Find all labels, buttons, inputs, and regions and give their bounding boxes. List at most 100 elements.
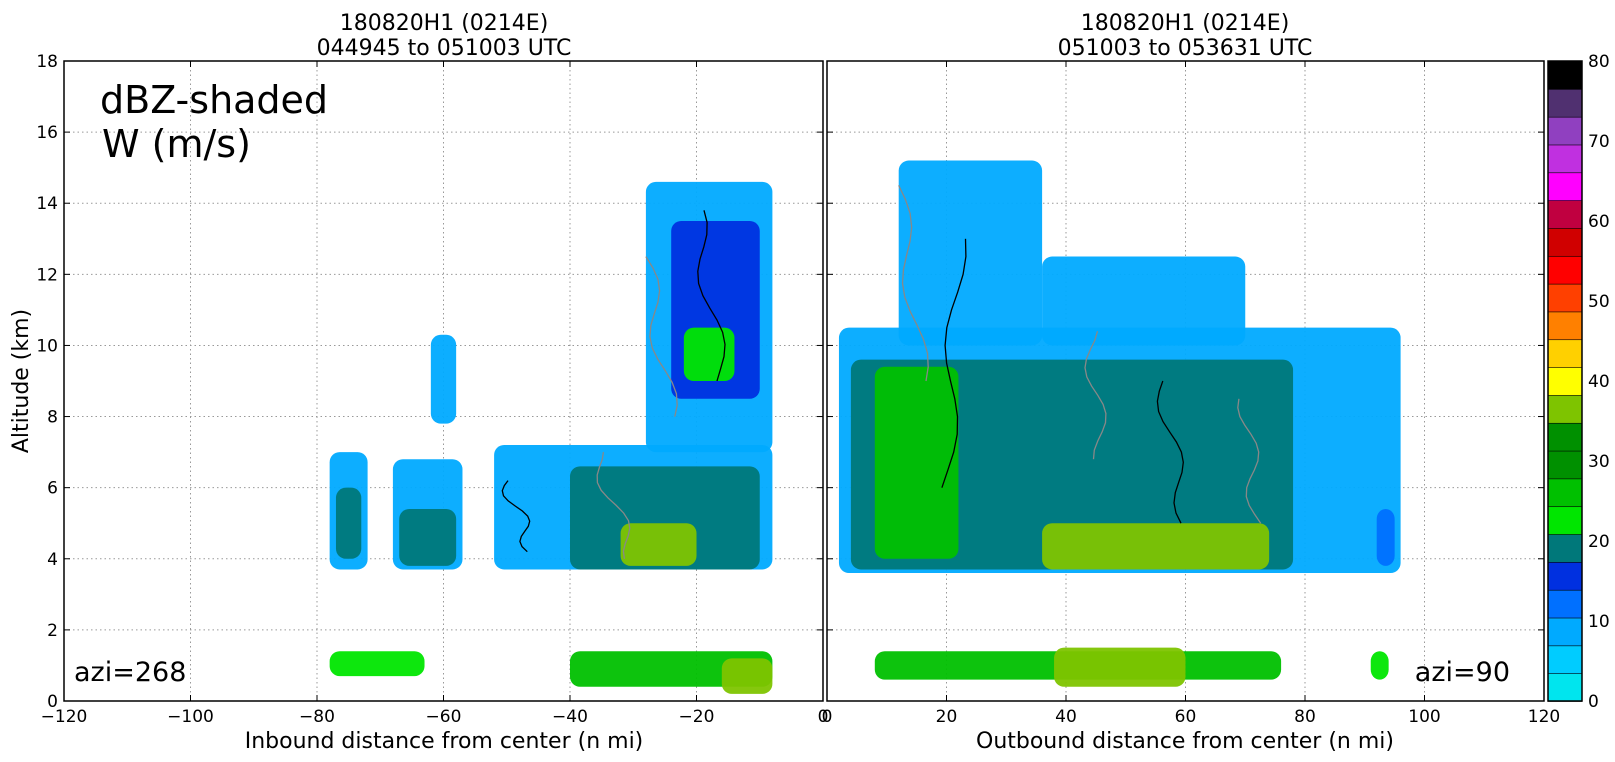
x-tick-label: 100 bbox=[1408, 707, 1440, 727]
y-axis-label: Altitude (km) bbox=[9, 309, 34, 453]
colorbar: 0 10 20 30 40 50 60 70 80 bbox=[1547, 52, 1610, 712]
velocity-contour bbox=[645, 256, 678, 417]
reflectivity-region bbox=[850, 359, 1294, 570]
right-panel: 0 20 40 60 80 100 120 180820H1 (0214E) 051003 … bbox=[822, 11, 1561, 754]
colorbar-tick-label: 50 bbox=[1588, 292, 1610, 312]
right-title-line2: 051003 to 053631 UTC bbox=[1058, 36, 1313, 61]
colorbar-segment bbox=[1547, 394, 1583, 424]
annotation-azi-right: azi=90 bbox=[1415, 657, 1510, 688]
right-ticks: 0 20 40 60 80 100 120 bbox=[822, 60, 1560, 727]
right-reflectivity-shading bbox=[838, 160, 1401, 687]
y-tick-label: 2 bbox=[47, 621, 58, 641]
colorbar-segment bbox=[1547, 199, 1583, 229]
velocity-contour bbox=[898, 185, 929, 382]
left-velocity-contours bbox=[501, 210, 726, 559]
right-title-line1: 180820H1 (0214E) bbox=[1081, 11, 1290, 36]
reflectivity-region bbox=[570, 466, 760, 570]
reflectivity-region bbox=[1042, 523, 1270, 570]
reflectivity-region bbox=[329, 651, 425, 677]
annotation-azi-left: azi=268 bbox=[74, 657, 186, 688]
annotation-dbz-shaded: dBZ-shaded bbox=[100, 78, 328, 122]
x-tick-label: 20 bbox=[936, 707, 958, 727]
reflectivity-region bbox=[683, 327, 735, 381]
y-tick-label: 16 bbox=[36, 123, 58, 143]
velocity-contour bbox=[501, 480, 531, 553]
left-reflectivity-shading bbox=[329, 181, 773, 694]
x-tick-label: −100 bbox=[167, 707, 214, 727]
x-tick-label: 120 bbox=[1528, 707, 1560, 727]
x-tick-label: −60 bbox=[426, 707, 462, 727]
left-title-line2: 044945 to 051003 UTC bbox=[317, 36, 572, 61]
reflectivity-region bbox=[721, 658, 773, 694]
velocity-contour bbox=[697, 210, 726, 382]
colorbar-segment bbox=[1547, 338, 1583, 368]
colorbar-segment bbox=[1547, 88, 1583, 118]
reflectivity-region bbox=[1042, 256, 1246, 346]
right-velocity-contours bbox=[898, 185, 1262, 524]
right-x-axis-label: Outbound distance from center (n mi) bbox=[976, 729, 1394, 754]
colorbar-segments bbox=[1547, 60, 1583, 702]
velocity-contour bbox=[1237, 398, 1262, 524]
colorbar-segment bbox=[1547, 144, 1583, 174]
colorbar-segment bbox=[1547, 227, 1583, 257]
colorbar-tick-label: 10 bbox=[1588, 612, 1610, 632]
left-ticks: −120 −100 −80 −60 −40 −20 0 0 2 4 6 8 10 12 14 16 18 bbox=[36, 52, 828, 727]
reflectivity-region bbox=[430, 334, 457, 424]
x-tick-label: 60 bbox=[1175, 707, 1197, 727]
x-tick-label: 0 bbox=[822, 707, 833, 727]
colorbar-ticks: 0 10 20 30 40 50 60 70 80 bbox=[1588, 52, 1610, 712]
colorbar-tick-label: 0 bbox=[1588, 692, 1599, 712]
reflectivity-region bbox=[335, 487, 362, 559]
colorbar-segment bbox=[1547, 311, 1583, 341]
velocity-contour bbox=[596, 451, 631, 559]
y-tick-label: 10 bbox=[36, 336, 58, 356]
x-tick-label: −20 bbox=[679, 707, 715, 727]
y-tick-label: 12 bbox=[36, 265, 58, 285]
y-tick-label: 14 bbox=[36, 194, 58, 214]
x-tick-label: 40 bbox=[1055, 707, 1077, 727]
colorbar-segment bbox=[1547, 533, 1583, 563]
y-tick-label: 4 bbox=[47, 550, 58, 570]
x-tick-label: −80 bbox=[299, 707, 335, 727]
colorbar-segment bbox=[1547, 450, 1583, 480]
reflectivity-region bbox=[1376, 509, 1395, 566]
velocity-contour bbox=[1084, 331, 1107, 460]
x-tick-label: −40 bbox=[552, 707, 588, 727]
colorbar-tick-label: 40 bbox=[1588, 372, 1610, 392]
x-tick-label: −120 bbox=[41, 707, 88, 727]
colorbar-segment bbox=[1547, 60, 1583, 90]
annotation-w-ms: W (m/s) bbox=[102, 122, 251, 166]
colorbar-tick-label: 70 bbox=[1588, 132, 1610, 152]
x-tick-label: 80 bbox=[1294, 707, 1316, 727]
colorbar-segment bbox=[1547, 645, 1583, 674]
x-tick-label: 0 bbox=[818, 707, 829, 727]
colorbar-segment bbox=[1547, 255, 1583, 285]
colorbar-segment bbox=[1547, 561, 1583, 591]
reflectivity-region bbox=[1054, 647, 1186, 687]
colorbar-tick-label: 60 bbox=[1588, 212, 1610, 232]
colorbar-segment bbox=[1547, 422, 1583, 452]
velocity-contour bbox=[1156, 380, 1184, 524]
reflectivity-region bbox=[620, 523, 697, 566]
colorbar-segment bbox=[1547, 589, 1583, 619]
colorbar-segment bbox=[1547, 366, 1583, 396]
colorbar-segment bbox=[1547, 283, 1583, 313]
y-tick-label: 6 bbox=[47, 479, 58, 499]
colorbar-segment bbox=[1547, 617, 1583, 647]
left-title-line1: 180820H1 (0214E) bbox=[340, 11, 549, 36]
y-tick-label: 0 bbox=[47, 692, 58, 712]
reflectivity-region bbox=[874, 366, 959, 559]
colorbar-segment bbox=[1547, 672, 1583, 702]
colorbar-frame bbox=[1547, 60, 1583, 702]
reflectivity-region bbox=[1370, 651, 1389, 680]
colorbar-tick-label: 30 bbox=[1588, 452, 1610, 472]
y-tick-label: 8 bbox=[47, 408, 58, 428]
reflectivity-region bbox=[898, 160, 1043, 346]
colorbar-tick-label: 20 bbox=[1588, 532, 1610, 552]
left-panel: −120 −100 −80 −60 −40 −20 0 0 2 4 6 8 10 12 14 16 18 180… bbox=[9, 11, 828, 754]
y-tick-label: 18 bbox=[36, 52, 58, 72]
colorbar-segment bbox=[1547, 478, 1583, 508]
reflectivity-region bbox=[399, 509, 457, 566]
colorbar-segment bbox=[1547, 116, 1583, 146]
